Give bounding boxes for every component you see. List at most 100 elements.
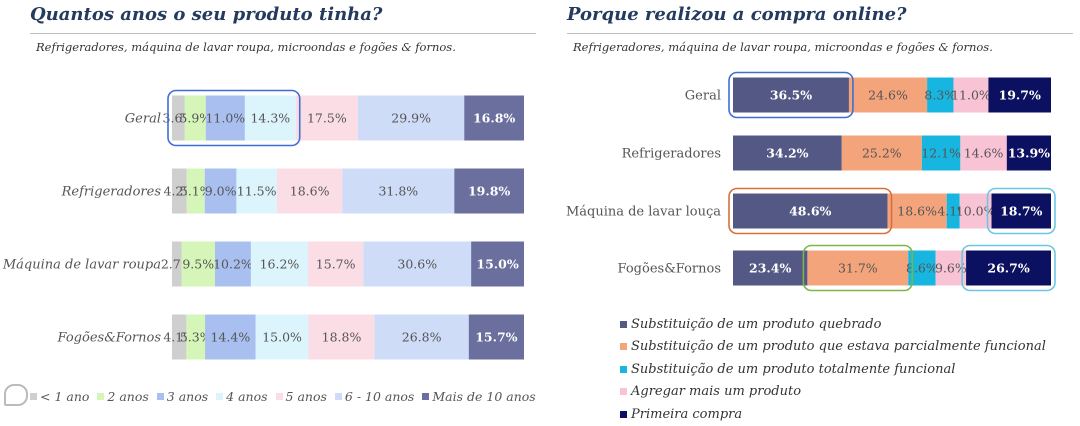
bar-substituicao-de-um-produto-quebrado-geral: [733, 77, 849, 113]
category-label-geral: Geral: [685, 89, 721, 104]
data-label-primeira-compra-maquina-de-lavar-louca: 18.7%: [1000, 204, 1042, 219]
legend-swatch: [620, 365, 627, 373]
bar-2-anos-refrigeradores: [186, 168, 205, 214]
reason-chart-legend: Substituição de um produto quebrado Subst…: [620, 313, 1046, 426]
age-chart-title: Quantos anos o seu produto tinha?: [30, 4, 383, 25]
legend-item-1-ano: < 1 ano: [30, 389, 89, 404]
legend-swatch: [422, 393, 430, 400]
data-label-2-anos-geral: 5.9%: [179, 111, 211, 126]
legend-label: Substituição de um produto totalmente fu…: [631, 361, 956, 377]
bar-1-ano-geral: [172, 95, 185, 141]
data-label-6-10-anos-fogoes-fornos: 26.8%: [402, 330, 442, 345]
data-label-substituicao-de-um-produto-quebrado-fogoes-fornos: 23.4%: [749, 261, 791, 276]
bar-1-ano-refrigeradores: [172, 168, 187, 214]
bar-3-anos-geral: [205, 95, 245, 141]
legend-label: Agregar mais um produto: [631, 384, 802, 400]
data-label-substituicao-de-um-produto-totalmente-funcional-geral: 8.3%: [924, 88, 956, 103]
legend-label: 3 anos: [166, 389, 209, 404]
legend-label: 5 anos: [285, 389, 327, 404]
category-label-refrigeradores: Refrigeradores: [61, 185, 162, 200]
bar-6-10-anos-fogoes-fornos: [374, 314, 469, 360]
category-label-fogoes-fornos: Fogões&Fornos: [57, 331, 162, 346]
highlight-outline-3: [802, 244, 914, 292]
legend-label: < 1 ano: [40, 389, 90, 404]
age-chart-legend: < 1 ano 2 anos 3 anos 4 anos 5 anos 6 - 10 an…: [30, 389, 544, 404]
bar-mais-de-10-anos-fogoes-fornos: [468, 314, 524, 360]
data-label-4-anos-maquina-de-lavar-roupa: 16.2%: [260, 257, 300, 272]
bar-agregar-mais-um-produto-refrigeradores: [960, 135, 1007, 171]
age-chart-plot: Geral 3.6%5.9%11.0% 14.3% 17.5% 29.9% 16.8%Re…: [2, 89, 524, 360]
bar-agregar-mais-um-produto-geral: [953, 77, 989, 113]
data-label-6-10-anos-maquina-de-lavar-roupa: 30.6%: [397, 257, 437, 272]
bar-substituicao-de-um-produto-totalmente-funcional-refrigeradores: [921, 135, 961, 171]
bar-4-anos-fogoes-fornos: [255, 314, 309, 360]
data-label-4-anos-fogoes-fornos: 15.0%: [262, 330, 302, 345]
data-label-substituicao-de-um-produto-que-estava-parcialmente-funcional-fogoes-fornos: 31.7%: [838, 261, 878, 276]
data-label-substituicao-de-um-produto-que-estava-parcialmente-funcional-refrigeradores: 25.2%: [862, 146, 902, 161]
data-label-mais-de-10-anos-geral: 16.8%: [473, 111, 515, 126]
category-label-maquina-de-lavar-louca: Máquina de lavar louça: [566, 205, 721, 220]
data-label-3-anos-geral: 11.0%: [205, 111, 245, 126]
bar-1-ano-fogoes-fornos: [172, 314, 187, 360]
bar-4-anos-refrigeradores: [236, 168, 277, 214]
watermark-logo: [4, 384, 34, 406]
legend-label: 4 anos: [226, 389, 268, 404]
bar-mais-de-10-anos-geral: [464, 95, 524, 141]
reason-chart-panel: Porque realizou a compra online? Refrige…: [540, 0, 1080, 422]
legend-swatch: [620, 343, 627, 351]
data-label-primeira-compra-fogoes-fornos: 26.7%: [987, 261, 1029, 276]
legend-item-primeira-compra: Primeira compra: [620, 403, 1046, 426]
data-label-3-anos-refrigeradores: 9.0%: [205, 184, 237, 199]
bar-6-10-anos-geral: [357, 95, 465, 141]
age-chart-panel: Quantos anos o seu produto tinha? Refrig…: [0, 0, 540, 422]
category-label-refrigeradores: Refrigeradores: [622, 147, 721, 162]
bar-substituicao-de-um-produto-quebrado-refrigeradores: [733, 135, 842, 171]
legend-item-substituicao-de-um-produto-totalmente-funcional: Substituição de um produto totalmente fu…: [620, 358, 1046, 381]
data-label-2-anos-refrigeradores: 5.1%: [180, 184, 212, 199]
bar-substituicao-de-um-produto-totalmente-funcional-geral: [927, 77, 954, 113]
data-label-agregar-mais-um-produto-geral: 11.0%: [951, 88, 991, 103]
data-label-agregar-mais-um-produto-refrigeradores: 14.6%: [964, 146, 1004, 161]
legend-swatch: [620, 320, 627, 328]
data-label-2-anos-maquina-de-lavar-roupa: 9.5%: [182, 257, 214, 272]
data-label-agregar-mais-um-produto-maquina-de-lavar-louca: 10.0%: [956, 204, 996, 219]
bar-3-anos-fogoes-fornos: [205, 314, 256, 360]
data-label-5-anos-refrigeradores: 18.6%: [290, 184, 330, 199]
category-label-maquina-de-lavar-roupa: Máquina de lavar roupa: [2, 258, 161, 273]
data-label-5-anos-geral: 17.5%: [307, 111, 347, 126]
data-label-6-10-anos-refrigeradores: 31.8%: [378, 184, 418, 199]
reason-chart-subtitle: Refrigeradores, máquina de lavar roupa, …: [573, 40, 993, 54]
bar-3-anos-maquina-de-lavar-roupa: [214, 241, 251, 287]
data-label-substituicao-de-um-produto-quebrado-geral: 36.5%: [770, 88, 812, 103]
data-label-5-anos-fogoes-fornos: 18.8%: [322, 330, 362, 345]
data-label-3-anos-fogoes-fornos: 14.4%: [211, 330, 251, 345]
bar-5-anos-refrigeradores: [276, 168, 343, 214]
category-label-fogoes-fornos: Fogões&Fornos: [618, 262, 721, 277]
legend-label: Mais de 10 anos: [432, 389, 536, 404]
bar-agregar-mais-um-produto-maquina-de-lavar-louca: [959, 193, 992, 229]
data-label-mais-de-10-anos-maquina-de-lavar-roupa: 15.0%: [476, 257, 518, 272]
data-label-mais-de-10-anos-fogoes-fornos: 15.7%: [475, 330, 517, 345]
reason-chart-title: Porque realizou a compra online?: [567, 4, 907, 25]
bar-mais-de-10-anos-maquina-de-lavar-roupa: [471, 241, 524, 287]
data-label-2-anos-fogoes-fornos: 5.3%: [180, 330, 212, 345]
bar-3-anos-refrigeradores: [204, 168, 237, 214]
bar-5-anos-geral: [295, 95, 358, 141]
legend-swatch: [30, 393, 37, 400]
bar-2-anos-maquina-de-lavar-roupa: [181, 241, 215, 287]
legend-swatch: [334, 393, 342, 400]
bar-substituicao-de-um-produto-totalmente-funcional-maquina-de-lavar-louca: [946, 193, 960, 229]
highlight-outline-0: [167, 89, 301, 147]
data-label-mais-de-10-anos-refrigeradores: 19.8%: [468, 184, 510, 199]
reason-chart-plot: Geral 36.5% 24.6% 8.3%11.0% 19.7% Refrigerado…: [566, 71, 1056, 292]
age-chart-subtitle: Refrigeradores, máquina de lavar roupa, …: [36, 40, 456, 54]
bar-1-ano-maquina-de-lavar-roupa: [172, 241, 182, 287]
legend-item-5-anos: 5 anos: [275, 389, 327, 404]
data-label-5-anos-maquina-de-lavar-roupa: 15.7%: [316, 257, 356, 272]
bar-primeira-compra-geral: [988, 77, 1051, 113]
data-label-6-10-anos-geral: 29.9%: [391, 111, 431, 126]
legend-swatch: [620, 388, 627, 396]
bar-substituicao-de-um-produto-que-estava-parcialmente-funcional-maquina-de-lavar-louca: [887, 193, 947, 229]
bar-5-anos-maquina-de-lavar-roupa: [308, 241, 364, 287]
legend-item-substituicao-de-um-produto-que-estava-parcialmente-funcional: Substituição de um produto que estava pa…: [620, 336, 1046, 359]
